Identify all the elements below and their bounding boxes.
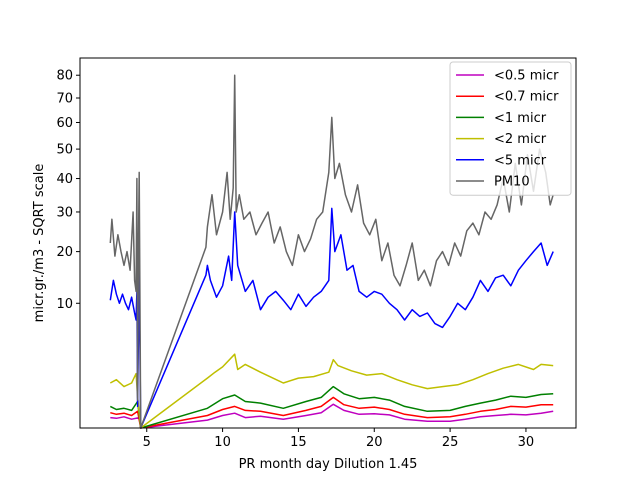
- y-axis-label: micr.gr./m3 - SQRT scale: [32, 164, 47, 323]
- x-tick-label: 20: [366, 435, 383, 450]
- series-line-5: [109, 74, 554, 429]
- y-tick-label: 40: [56, 172, 73, 187]
- series-line-4: [109, 207, 554, 429]
- series-layer: [109, 74, 554, 429]
- plot-frame: [79, 57, 577, 429]
- y-tick-label: 30: [56, 205, 73, 220]
- series-line-3: [109, 353, 554, 429]
- legend: <0.5 micr <0.7 micr <1 micr <2 micr <5 micr P…: [449, 61, 572, 196]
- x-tick-label: 15: [290, 435, 307, 450]
- legend-label-0: <0.5 micr: [494, 69, 559, 84]
- x-tick-label: 5: [143, 435, 151, 450]
- y-tick-label: 10: [56, 297, 73, 312]
- y-tick-label: 60: [56, 116, 73, 131]
- x-axis-label: PR month day Dilution 1.45: [239, 457, 418, 472]
- legend-label-3: <2 micr: [494, 132, 547, 147]
- y-tick-label: 80: [56, 69, 73, 84]
- legend-label-2: <1 micr: [494, 111, 547, 126]
- y-tick-label: 70: [56, 92, 73, 107]
- x-tick-label: 10: [214, 435, 231, 450]
- y-tick-label: 50: [56, 143, 73, 158]
- x-axis-ticks: 5 10 15 20 25 30: [143, 428, 535, 450]
- legend-label-4: <5 micr: [494, 153, 547, 168]
- x-tick-label: 25: [442, 435, 459, 450]
- y-tick-label: 20: [56, 245, 73, 260]
- x-tick-label: 30: [518, 435, 535, 450]
- y-axis-ticks: 10 20 30 40 50 60 70 80: [56, 69, 80, 312]
- legend-label-5: PM10: [494, 175, 530, 190]
- legend-box: [449, 61, 572, 196]
- legend-label-1: <0.7 micr: [494, 90, 559, 105]
